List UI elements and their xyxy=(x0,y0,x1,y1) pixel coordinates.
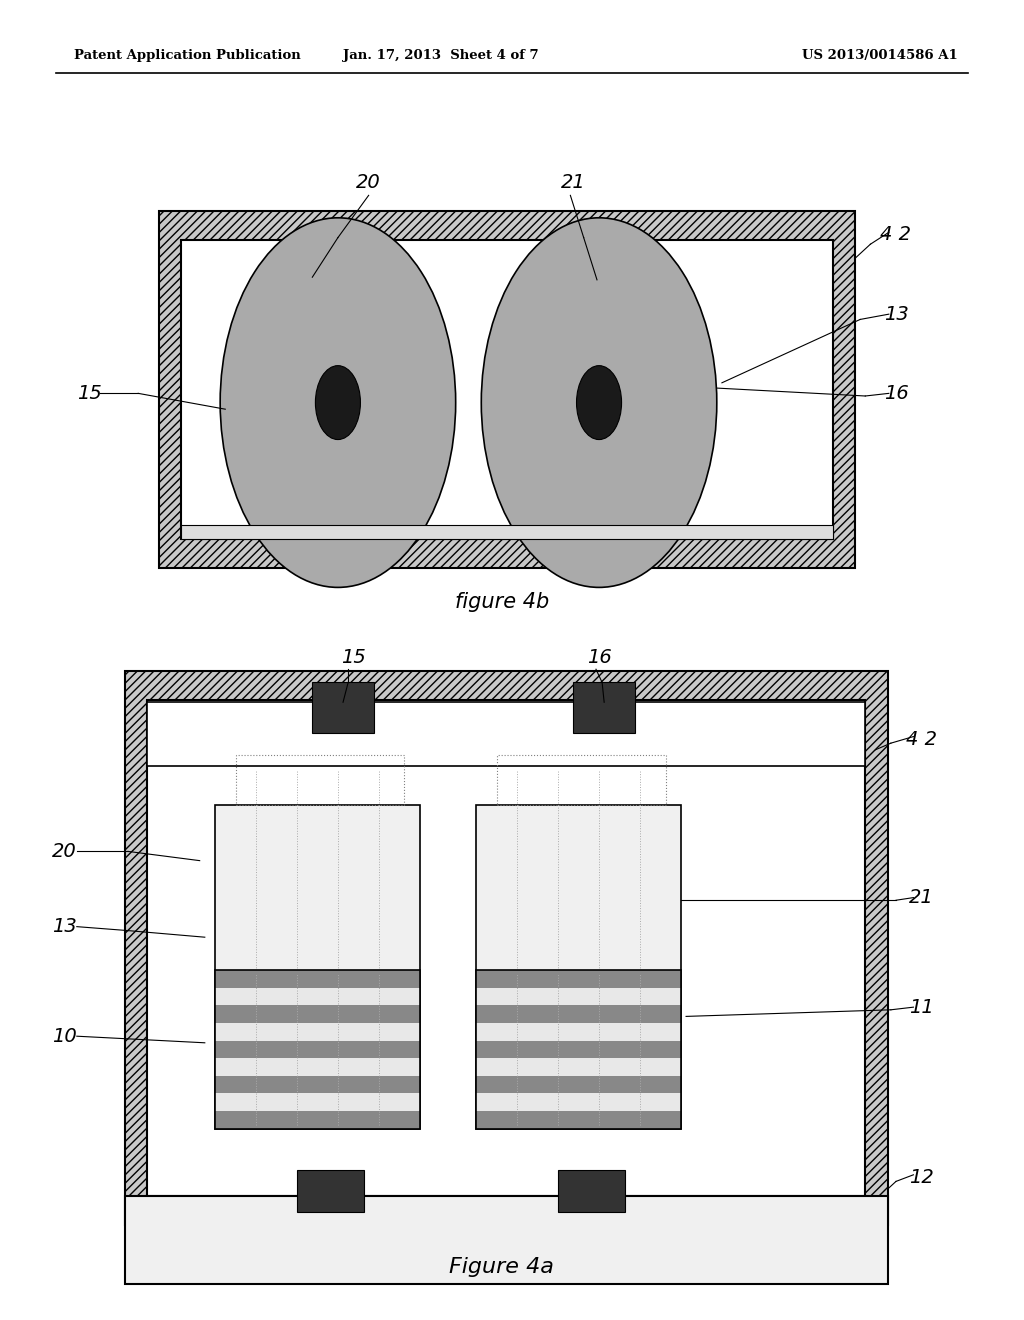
Bar xyxy=(497,755,666,805)
Text: US 2013/0014586 A1: US 2013/0014586 A1 xyxy=(802,49,957,62)
Bar xyxy=(147,700,865,1196)
Bar xyxy=(476,970,681,987)
Ellipse shape xyxy=(315,366,360,440)
Bar xyxy=(476,1006,681,1023)
Bar xyxy=(215,1111,420,1129)
Bar xyxy=(558,1170,625,1212)
Bar xyxy=(215,970,420,1129)
Text: 4 2: 4 2 xyxy=(906,730,937,748)
Bar xyxy=(215,970,420,987)
Text: 10: 10 xyxy=(52,1027,77,1045)
Ellipse shape xyxy=(577,366,622,440)
Bar xyxy=(312,682,374,733)
Text: 20: 20 xyxy=(52,842,77,861)
Text: 16: 16 xyxy=(884,384,908,403)
Bar xyxy=(476,1040,681,1059)
Bar xyxy=(125,671,888,1225)
Bar xyxy=(215,1023,420,1040)
Bar xyxy=(297,1170,364,1212)
Text: 21: 21 xyxy=(909,888,934,907)
Text: Figure 4a: Figure 4a xyxy=(450,1257,554,1278)
Text: 11: 11 xyxy=(909,998,934,1016)
Bar xyxy=(476,1076,681,1093)
Bar xyxy=(125,1196,888,1284)
Text: figure 4b: figure 4b xyxy=(455,591,549,612)
Bar xyxy=(476,987,681,1006)
Text: 4 2: 4 2 xyxy=(881,226,911,244)
Bar xyxy=(147,702,865,766)
Bar xyxy=(215,1076,420,1093)
Bar xyxy=(215,987,420,1006)
Bar xyxy=(215,1059,420,1076)
Bar xyxy=(215,805,420,1129)
Bar xyxy=(476,1093,681,1111)
Bar xyxy=(573,682,635,733)
Text: 12: 12 xyxy=(909,1168,934,1187)
Bar xyxy=(476,805,681,1129)
Ellipse shape xyxy=(220,218,456,587)
Text: 15: 15 xyxy=(77,384,101,403)
Bar xyxy=(159,211,855,568)
Text: 20: 20 xyxy=(356,173,381,191)
Bar xyxy=(181,525,833,539)
Bar xyxy=(476,1111,681,1129)
Text: Jan. 17, 2013  Sheet 4 of 7: Jan. 17, 2013 Sheet 4 of 7 xyxy=(342,49,539,62)
Ellipse shape xyxy=(481,218,717,587)
Bar xyxy=(476,1023,681,1040)
Bar xyxy=(215,1093,420,1111)
Text: 13: 13 xyxy=(52,917,77,936)
Text: 21: 21 xyxy=(561,173,586,191)
Text: Patent Application Publication: Patent Application Publication xyxy=(74,49,300,62)
Bar xyxy=(181,240,833,539)
Bar xyxy=(476,1059,681,1076)
Bar xyxy=(215,1040,420,1059)
Text: 13: 13 xyxy=(884,305,908,323)
Text: 16: 16 xyxy=(587,648,611,667)
Text: 15: 15 xyxy=(341,648,366,667)
Bar xyxy=(236,755,404,805)
Bar xyxy=(476,970,681,1129)
Bar xyxy=(215,1006,420,1023)
